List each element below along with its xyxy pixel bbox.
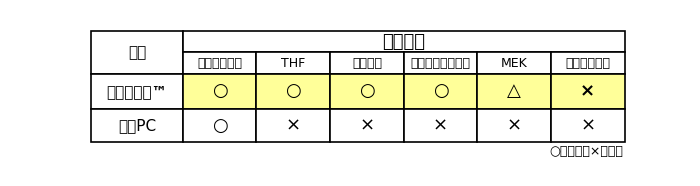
- Bar: [477, 52, 551, 74]
- Bar: [183, 31, 624, 52]
- Bar: [477, 74, 551, 109]
- Text: 樹脂: 樹脂: [128, 45, 146, 60]
- Text: THF: THF: [281, 57, 305, 70]
- Text: ×: ×: [286, 116, 301, 134]
- Text: 塩化メチレン: 塩化メチレン: [197, 57, 242, 70]
- Bar: [92, 74, 183, 109]
- Bar: [404, 109, 477, 142]
- Bar: [92, 109, 183, 142]
- Bar: [330, 109, 404, 142]
- Text: ×: ×: [359, 116, 375, 134]
- Bar: [183, 52, 256, 74]
- Text: ×: ×: [580, 82, 595, 100]
- Bar: [330, 52, 404, 74]
- Text: アルコール系: アルコール系: [566, 57, 610, 70]
- Text: ○: ○: [212, 82, 228, 100]
- Text: ○：可溶　×：不溶: ○：可溶 ×：不溶: [549, 145, 623, 158]
- Bar: [404, 52, 477, 74]
- Bar: [256, 109, 330, 142]
- Text: △: △: [508, 82, 521, 100]
- Text: タフゼット™: タフゼット™: [106, 84, 167, 99]
- Bar: [551, 109, 624, 142]
- Text: ×: ×: [580, 116, 595, 134]
- Bar: [183, 74, 256, 109]
- Bar: [92, 31, 183, 74]
- Bar: [551, 74, 624, 109]
- Text: シクロヘキサノン: シクロヘキサノン: [410, 57, 470, 70]
- Bar: [330, 74, 404, 109]
- Text: MEK: MEK: [500, 57, 528, 70]
- Text: 有機溶剤: 有機溶剤: [382, 33, 425, 51]
- Bar: [404, 74, 477, 109]
- Bar: [256, 52, 330, 74]
- Text: ○: ○: [359, 82, 375, 100]
- Text: ○: ○: [286, 82, 301, 100]
- Text: ○: ○: [212, 116, 228, 134]
- Text: ○: ○: [433, 82, 449, 100]
- Bar: [256, 74, 330, 109]
- Text: トルエン: トルエン: [352, 57, 382, 70]
- Bar: [551, 52, 624, 74]
- Bar: [183, 109, 256, 142]
- Text: 汎用PC: 汎用PC: [118, 118, 156, 133]
- Bar: [477, 109, 551, 142]
- Text: ×: ×: [433, 116, 448, 134]
- Text: ×: ×: [507, 116, 522, 134]
